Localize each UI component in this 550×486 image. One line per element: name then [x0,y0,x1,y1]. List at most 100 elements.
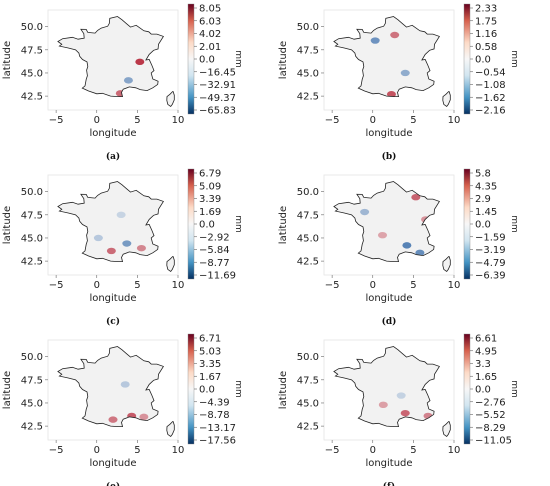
colorbar-tick-label: 4.02 [199,29,221,40]
colorbar-tick-label: −49.37 [199,93,236,104]
anomaly-layer [370,31,410,97]
y-tick-label: 50.0 [297,352,319,363]
corsica-outline [166,91,175,108]
y-axis-label: latitude [278,371,289,409]
colorbar-tick-label: 1.67 [199,372,221,383]
colorbar-tick-label: −11.05 [475,436,512,447]
y-tick-label: 50.0 [21,187,43,198]
colorbar-tick-label: 0.0 [199,55,215,66]
colorbar-tick-label: 4.95 [475,346,497,357]
anomaly-spot [400,409,410,417]
colorbar-tick-label: −13.17 [199,423,236,434]
x-axis-label: longitude [89,458,136,469]
y-tick-label: 47.5 [21,375,43,386]
anomaly-spot [122,240,132,247]
y-tick-label: 42.5 [297,422,319,433]
colorbar-tick-label: −2.92 [199,232,230,243]
x-axis-label: longitude [365,128,412,139]
map-panel-2: −5 0 5 10 42.5 45.0 47.5 50.0 longitude latitude 2… [278,4,519,163]
anomaly-spot [390,31,400,39]
colorbar-tick-label: −5.52 [475,410,506,421]
france-outline [333,346,441,428]
y-tick-label: 42.5 [21,92,43,103]
france-outline [57,16,165,97]
x-tick-label: 5 [134,115,140,126]
anomaly-spot [360,208,370,216]
colorbar-tick-label: −4.39 [199,397,230,408]
colorbar-tick-label: −1.59 [475,232,506,243]
anomaly-layer [93,211,146,255]
map-panel-5: −5 0 5 10 42.5 45.0 47.5 50.0 longitude latitude 6… [2,334,243,486]
y-tick-label: 47.5 [297,210,319,221]
colorbar-tick-label: −4.79 [475,258,506,269]
colorbar-unit: mm [233,50,243,68]
x-tick-label: 0 [370,280,376,291]
colorbar-tick-label: 2.01 [199,42,221,53]
anomaly-spot [139,413,149,421]
x-axis-label: longitude [89,293,136,304]
colorbar-tick-label: −2.16 [475,106,506,117]
y-tick-label: 45.0 [297,398,319,409]
panel-caption: (d) [382,316,397,327]
y-axis-label: latitude [2,371,13,409]
colorbar-tick-label: 3.3 [475,359,491,370]
x-tick-label: 10 [172,280,185,291]
y-tick-label: 50.0 [297,187,319,198]
y-tick-label: 45.0 [21,233,43,244]
anomaly-spot [120,381,130,388]
colorbar [463,3,471,115]
anomaly-spot [116,211,126,219]
anomaly-spot [400,69,410,77]
colorbar-tick-label: −5.84 [199,245,230,256]
colorbar-tick-label: 6.79 [199,169,221,180]
x-tick-label: 10 [172,445,185,456]
anomaly-spot [415,249,425,256]
x-tick-label: −5 [49,115,64,126]
y-axis-label: latitude [2,41,13,79]
y-tick-label: 47.5 [297,375,319,386]
colorbar [187,168,195,280]
colorbar-tick-label: 6.03 [199,16,221,27]
y-tick-label: 47.5 [21,45,43,56]
x-tick-label: −5 [325,445,340,456]
y-tick-label: 50.0 [297,22,319,33]
y-axis-label: latitude [278,41,289,79]
x-tick-label: 10 [448,115,461,126]
france-outline [333,16,441,97]
anomaly-spot [386,91,396,97]
colorbar-tick-label: 3.39 [199,194,221,205]
anomaly-spot [106,247,116,255]
y-tick-label: 42.5 [297,257,319,268]
colorbar-tick-label: −1.08 [475,80,506,91]
colorbar-tick-label: 2.9 [475,194,491,205]
y-tick-label: 42.5 [297,92,319,103]
panel-caption: (a) [106,151,120,162]
france-outline [333,181,441,263]
x-tick-label: 0 [370,445,376,456]
y-tick-label: 50.0 [21,22,43,33]
x-tick-label: 5 [410,280,416,291]
y-tick-label: 47.5 [21,210,43,221]
anomaly-spot [135,58,145,66]
france-outline [57,346,165,428]
x-tick-label: 5 [134,445,140,456]
colorbar-tick-label: 0.0 [199,385,215,396]
x-tick-label: 10 [172,115,185,126]
colorbar-tick-label: 6.71 [199,334,221,345]
colorbar-tick-label: 1.65 [475,372,497,383]
colorbar [187,333,195,445]
colorbar-tick-label: 1.16 [475,29,497,40]
colorbar-tick-label: −8.78 [199,410,230,421]
colorbar-tick-label: −0.54 [475,67,506,78]
x-tick-label: 0 [94,115,100,126]
colorbar-tick-label: 0.0 [475,55,491,66]
x-axis-label: longitude [365,458,412,469]
panel-caption: (c) [106,316,120,327]
colorbar-tick-label: −8.77 [199,258,230,269]
x-axis-label: longitude [89,128,136,139]
map-panel-3: −5 0 5 10 42.5 45.0 47.5 50.0 longitude latitude 6… [2,169,243,328]
colorbar-unit: mm [233,380,243,398]
y-tick-label: 42.5 [21,257,43,268]
colorbar-tick-label: −32.91 [199,80,236,91]
